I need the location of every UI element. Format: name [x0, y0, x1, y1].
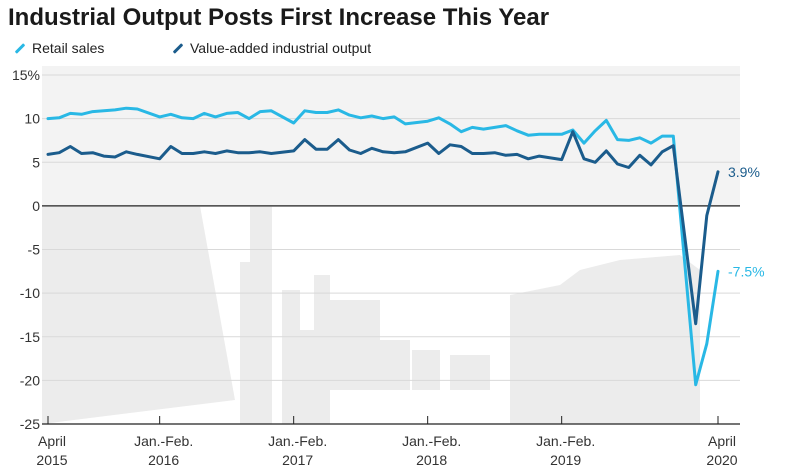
end-label: -7.5% [728, 263, 765, 279]
legend-item-industrial-output: Value-added industrial output [172, 40, 371, 56]
legend-label-industrial-output: Value-added industrial output [190, 40, 372, 56]
x-tick-label-year: 2018 [416, 452, 447, 468]
silhouette-shape [240, 262, 254, 424]
y-tick-label: 10 [24, 111, 40, 127]
series-lines [46, 106, 720, 387]
x-tick-label: Jan.-Feb. [268, 433, 327, 449]
plot-background [42, 66, 740, 207]
factory-silhouette [42, 205, 700, 424]
y-tick-label: 15% [12, 67, 40, 83]
y-tick-label: -20 [20, 372, 40, 388]
series-line-value-added-industrial-output [46, 130, 720, 326]
legend: Retail sales Value-added industrial outp… [0, 40, 800, 60]
silhouette-shape [510, 255, 700, 424]
x-tick-label-year: 2015 [36, 452, 67, 468]
series-line-retail-sales [46, 106, 720, 387]
y-tick-label: 0 [32, 198, 40, 214]
legend-label-retail-sales: Retail sales [32, 40, 105, 56]
silhouette-shape [330, 300, 380, 390]
end-labels: 3.9% -7.5% [728, 164, 765, 279]
x-axis: April 2015 Jan.-Feb. 2016 Jan.-Feb. 2017 Jan.-… [36, 416, 740, 468]
y-tick-label: -15 [20, 329, 40, 345]
x-tick-label-year: 2017 [282, 452, 313, 468]
y-tick-label: -5 [28, 242, 41, 258]
silhouette-shape [42, 205, 235, 424]
x-tick-label-year: 2019 [550, 452, 581, 468]
x-tick-label: April [708, 433, 736, 449]
x-tick-label: Jan.-Feb. [536, 433, 595, 449]
legend-item-retail-sales: Retail sales [14, 40, 104, 56]
silhouette-shape [300, 330, 318, 424]
x-tick-label-year: 2016 [148, 452, 179, 468]
y-tick-label: -25 [20, 416, 40, 432]
x-tick-label: Jan.-Feb. [402, 433, 461, 449]
x-tick-label: April [38, 433, 66, 449]
silhouette-shape [282, 290, 300, 424]
silhouette-shape [314, 275, 330, 424]
chart-title: Industrial Output Posts First Increase T… [8, 4, 550, 31]
silhouette-shape [380, 340, 410, 390]
x-tick-label: Jan.-Feb. [134, 433, 193, 449]
x-tick-label-year: 2020 [706, 452, 737, 468]
y-tick-label: -10 [20, 285, 40, 301]
silhouette-shape [412, 350, 440, 390]
end-label: 3.9% [728, 164, 760, 180]
y-axis: 15% 10 5 0 -5 -10 -15 -20 -25 [12, 67, 40, 432]
y-tick-label: 5 [32, 154, 40, 170]
silhouette-shape [450, 355, 490, 390]
silhouette-shape [250, 205, 272, 424]
